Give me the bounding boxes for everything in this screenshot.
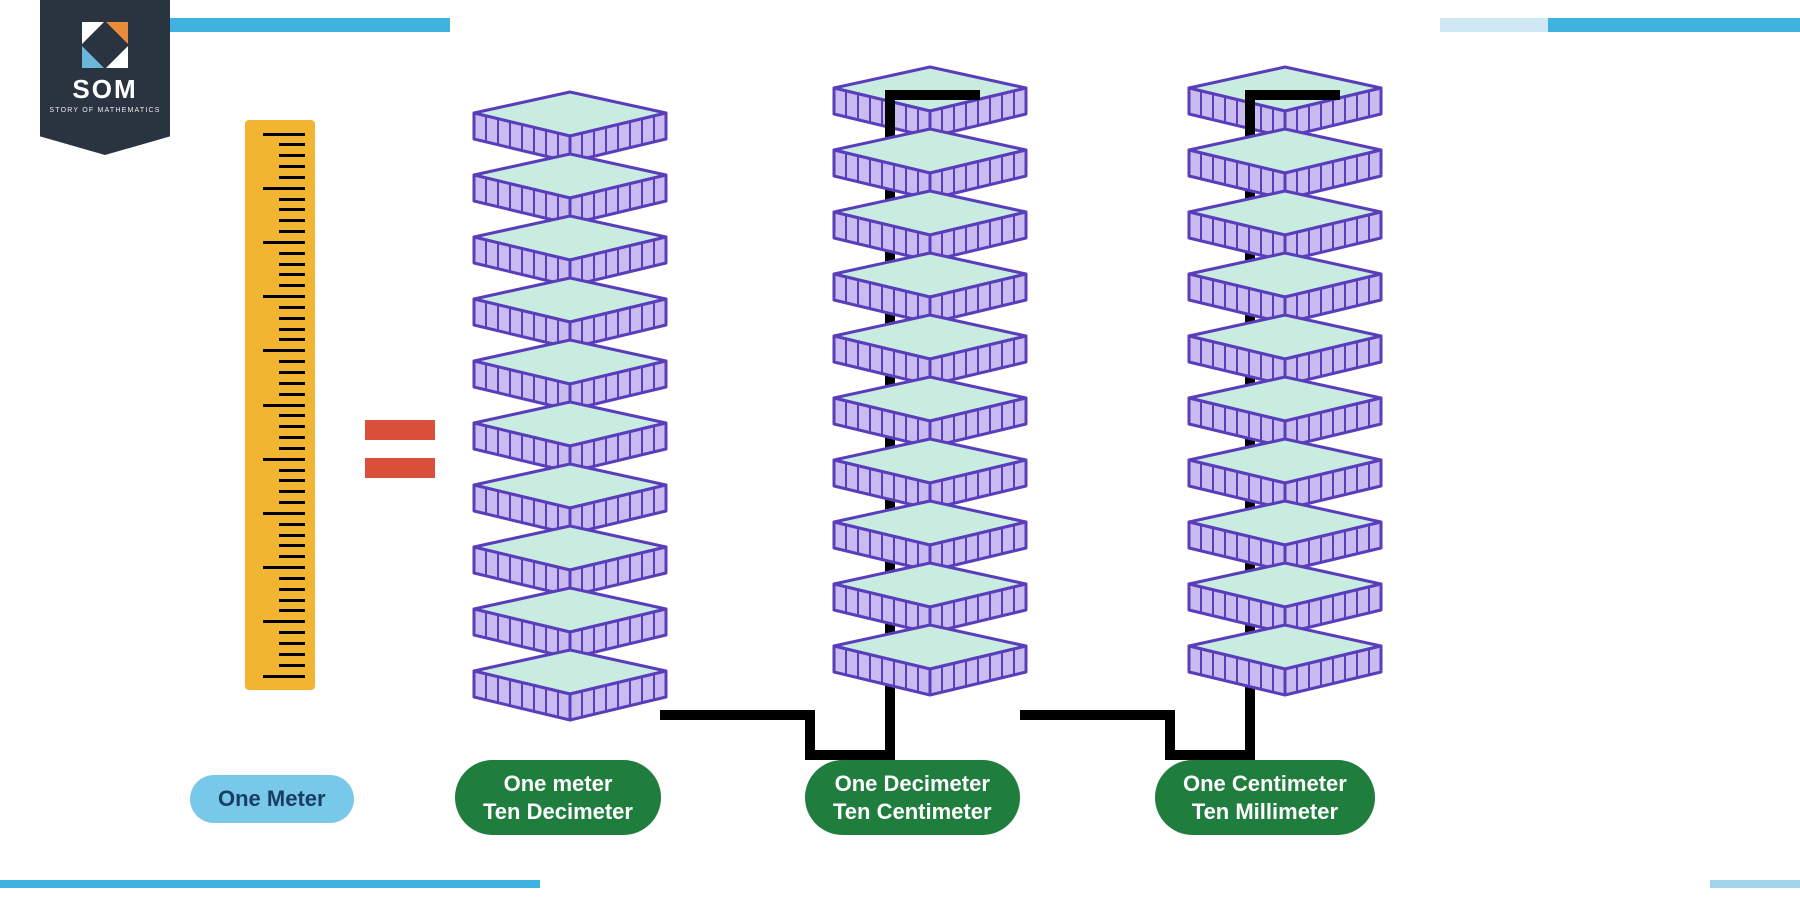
equals-bar (365, 458, 435, 478)
label-text: One Meter (218, 785, 326, 813)
millimeter-stack-column (1155, 65, 1415, 725)
meter-ruler-column (180, 120, 380, 690)
label-millimeter: One Centimeter Ten Millimeter (1155, 760, 1375, 835)
label-text: Ten Decimeter (483, 798, 633, 826)
tile-stack (470, 90, 670, 750)
label-text: Ten Millimeter (1192, 798, 1338, 826)
label-text: Ten Centimeter (833, 798, 992, 826)
centimeter-stack-column (800, 65, 1060, 725)
diagram-stage: One Meter One meter Ten Decimeter One De… (0, 60, 1800, 880)
stack-tile (830, 623, 1030, 723)
decimeter-stack-column (440, 90, 700, 750)
label-text: One Decimeter (835, 770, 990, 798)
label-text: One meter (504, 770, 613, 798)
label-one-meter: One Meter (190, 775, 354, 823)
bottom-accent-bar (0, 880, 1800, 888)
stack-tile (1185, 623, 1385, 723)
tile-stack (1185, 65, 1385, 725)
ruler-icon (245, 120, 315, 690)
tile-stack (830, 65, 1030, 725)
top-accent-bar (0, 18, 1800, 32)
label-decimeter: One meter Ten Decimeter (455, 760, 661, 835)
label-centimeter: One Decimeter Ten Centimeter (805, 760, 1020, 835)
label-text: One Centimeter (1183, 770, 1347, 798)
equals-sign (365, 420, 435, 478)
stack-tile (470, 648, 670, 748)
equals-bar (365, 420, 435, 440)
